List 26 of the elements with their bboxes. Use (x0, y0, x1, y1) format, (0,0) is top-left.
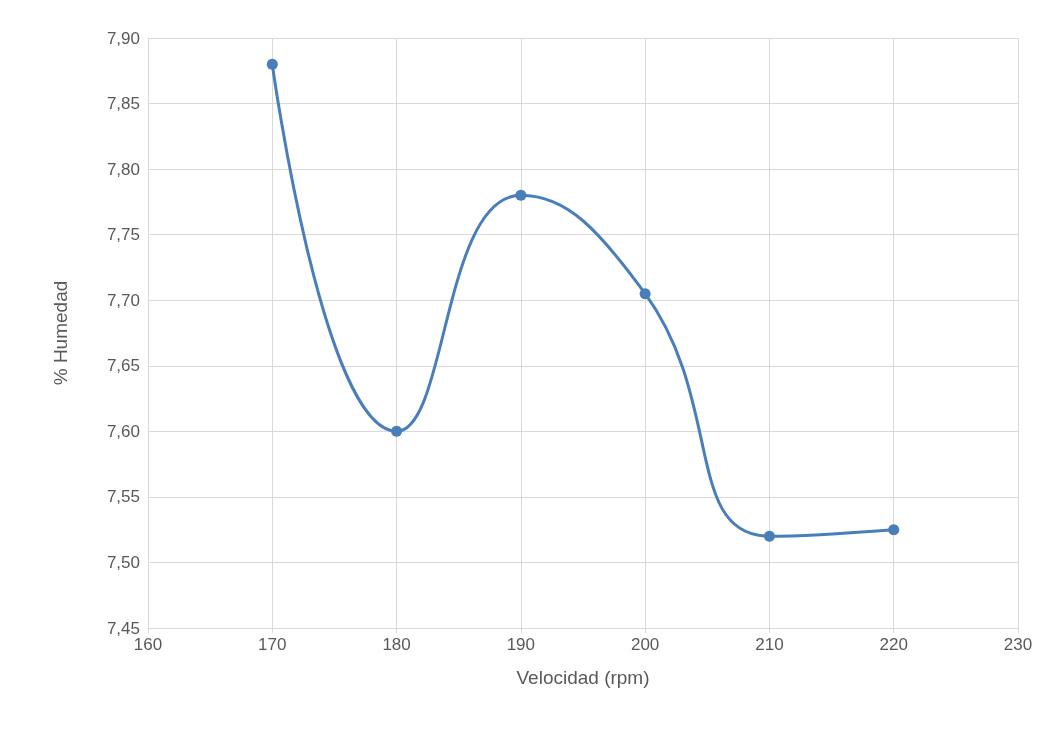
y-tick-label: 7,90 (106, 28, 140, 48)
y-tick-label: 7,70 (106, 290, 140, 310)
x-tick-label: 230 (1003, 635, 1033, 654)
y-tick-label: 7,75 (106, 225, 140, 245)
x-tick-label: 220 (879, 635, 908, 654)
y-tick-label: 7,45 (106, 618, 140, 638)
x-tick-label: 170 (258, 635, 287, 654)
x-tick-label: 200 (630, 635, 660, 654)
y-axis-title: % Humedad (50, 280, 71, 386)
point (515, 189, 527, 201)
x-axis-title: Velocidad (rpm) (516, 667, 650, 688)
y-tick-label: 7,65 (106, 356, 140, 376)
y-tick-label: 7,60 (106, 421, 140, 441)
y-tick-label: 7,80 (106, 159, 140, 179)
y-tick-label: 7,50 (106, 552, 140, 572)
y-tick-label: 7,55 (106, 487, 140, 507)
x-tick-label: 210 (755, 635, 784, 654)
x-tick-label: 190 (506, 635, 536, 654)
point (888, 524, 900, 536)
x-tick-label: 160 (133, 635, 163, 654)
point (391, 425, 403, 437)
point (763, 530, 775, 542)
point (639, 288, 651, 300)
y-tick-label: 7,85 (106, 94, 140, 114)
point (266, 58, 278, 70)
x-tick-label: 180 (382, 635, 411, 654)
